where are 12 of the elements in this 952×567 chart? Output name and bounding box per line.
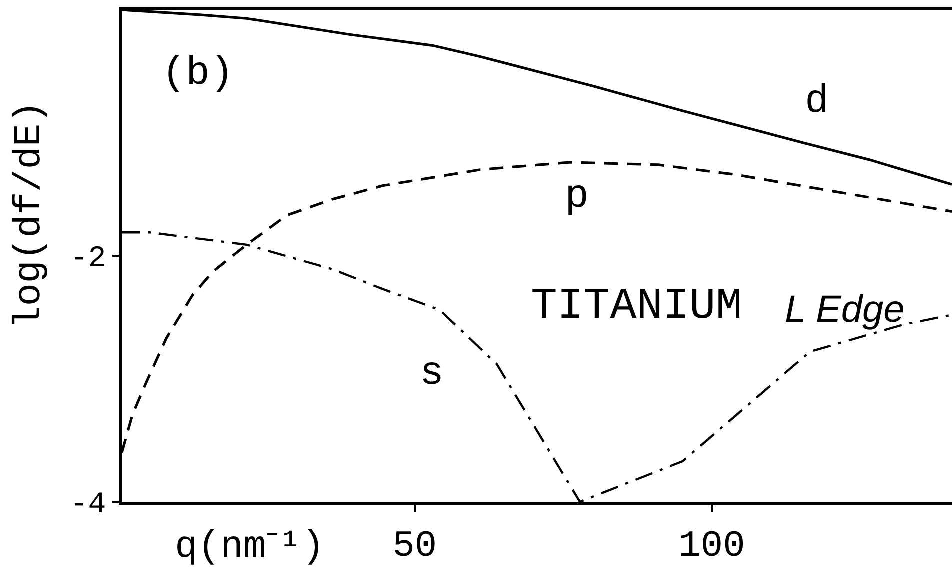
series-label: s (420, 352, 444, 397)
annotation: L Edge (785, 289, 905, 331)
x-tick-label: 100 (678, 526, 746, 567)
series-label: p (565, 175, 590, 220)
annotation: (b) (162, 52, 234, 97)
y-tick-label: -4 (70, 488, 106, 522)
y-axis-title: log(df/dE) (8, 100, 52, 330)
annotation: TITANIUM (531, 282, 742, 332)
series-label: d (805, 80, 830, 125)
y-tick-label: -2 (70, 242, 106, 276)
x-tick-label: 50 (392, 526, 438, 567)
x-axis-title: q(nm⁻¹) (175, 526, 325, 567)
